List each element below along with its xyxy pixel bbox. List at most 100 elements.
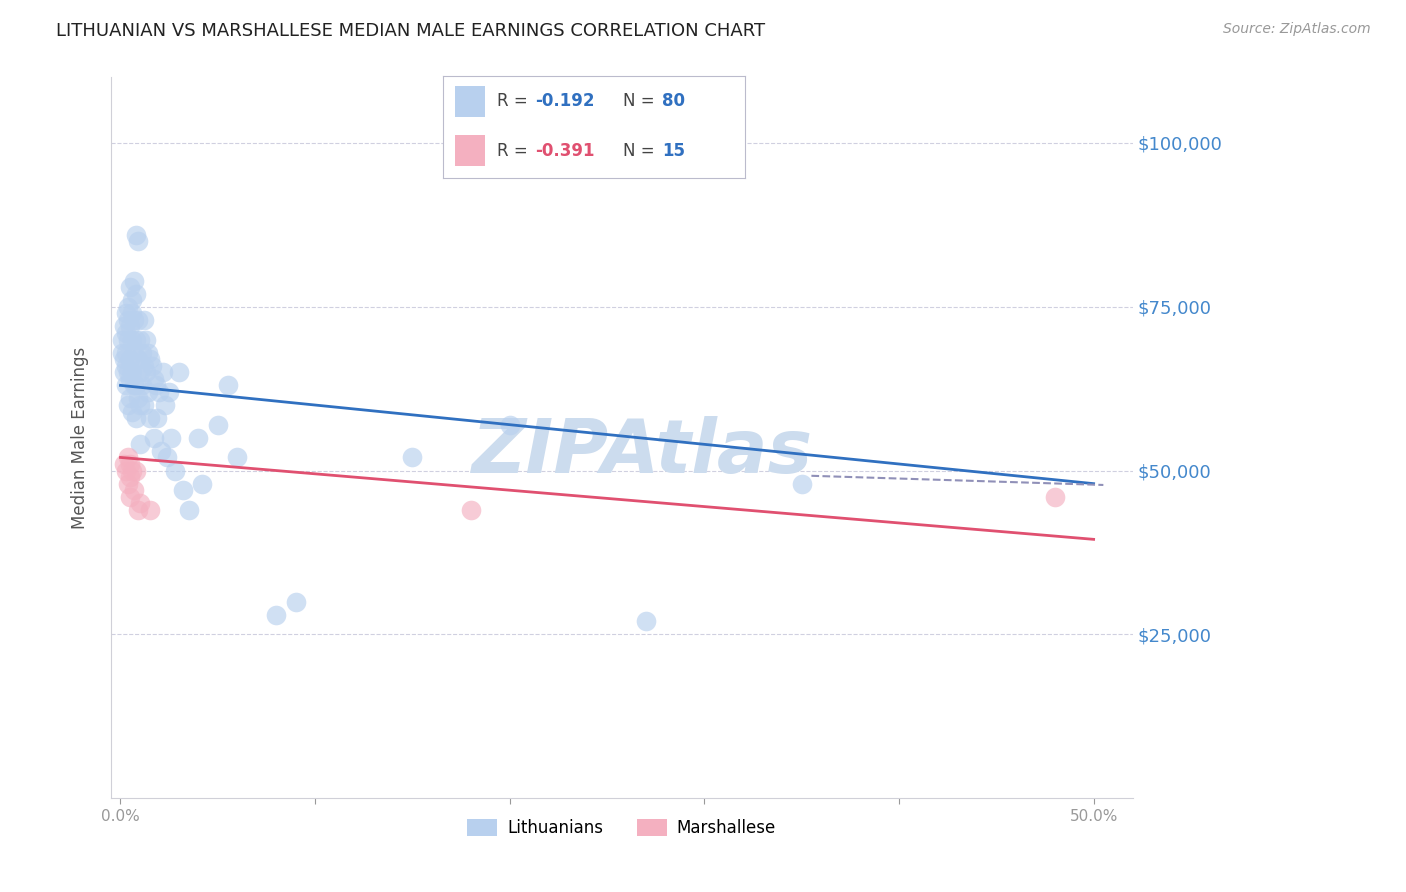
Point [284,594,307,608]
Point [155,398,177,412]
Point [136,345,159,359]
Point [129,398,152,412]
Point [125,464,148,478]
Point [121,464,143,478]
Text: -0.192: -0.192 [536,93,595,111]
Text: N =: N = [623,142,659,160]
Point [163,464,186,478]
Point [226,450,249,465]
Text: 15: 15 [662,142,685,160]
Point [141,359,163,373]
Point [150,443,173,458]
Point [160,431,183,445]
Point [634,614,657,628]
Point [790,476,813,491]
Point [142,431,165,445]
Point [127,503,149,517]
Point [131,345,153,359]
Point [122,483,145,498]
Point [460,503,482,517]
Point [127,392,149,406]
Legend: Lithuanians, Marshallese: Lithuanians, Marshallese [461,813,783,844]
Point [125,378,148,392]
Point [177,503,200,517]
Point [127,352,149,367]
Point [120,280,142,294]
Text: R =: R = [498,142,533,160]
Point [142,372,165,386]
Point [120,392,142,406]
Point [117,398,139,412]
Point [115,464,138,478]
Text: ZIPAtlas: ZIPAtlas [471,416,813,489]
Point [120,352,142,367]
Point [146,411,169,425]
Point [148,384,170,399]
Point [115,359,138,373]
Text: 80: 80 [662,93,685,111]
Text: Source: ZipAtlas.com: Source: ZipAtlas.com [1223,22,1371,37]
Point [120,470,142,484]
Text: R =: R = [498,93,533,111]
Y-axis label: Median Male Earnings: Median Male Earnings [72,347,89,529]
Point [136,384,159,399]
Point [127,234,149,248]
Point [121,365,143,379]
Point [121,306,143,320]
Point [129,437,152,451]
Point [120,490,142,504]
Point [117,313,139,327]
Point [132,359,155,373]
Point [112,319,135,334]
Point [121,404,143,418]
Point [131,378,153,392]
Point [120,372,142,386]
Point [122,345,145,359]
Point [122,378,145,392]
Point [499,417,522,432]
Point [120,319,142,334]
Point [207,417,229,432]
Point [138,352,160,367]
Point [157,384,180,399]
Point [401,450,423,465]
Point [120,457,142,471]
Text: LITHUANIAN VS MARSHALLESE MEDIAN MALE EARNINGS CORRELATION CHART: LITHUANIAN VS MARSHALLESE MEDIAN MALE EA… [56,22,765,40]
Point [117,476,139,491]
Point [135,333,157,347]
Point [117,300,139,314]
Point [145,378,167,392]
Bar [456,87,485,117]
Point [152,365,174,379]
Point [129,365,152,379]
Point [187,431,209,445]
Point [115,378,138,392]
Point [264,607,287,622]
Point [111,333,134,347]
Bar [456,136,485,166]
Point [122,313,145,327]
Point [132,398,155,412]
Point [138,503,160,517]
Point [172,483,194,498]
Point [129,496,152,510]
Point [125,333,148,347]
Point [138,411,160,425]
Point [121,333,143,347]
Point [127,313,149,327]
Point [115,326,138,340]
Point [117,365,139,379]
Point [121,293,143,308]
Point [111,345,134,359]
Point [191,476,214,491]
Point [125,411,148,425]
Point [112,352,135,367]
Point [122,274,145,288]
Point [117,333,139,347]
Point [1043,490,1066,504]
Point [125,227,148,242]
Point [112,365,135,379]
Text: N =: N = [623,93,659,111]
Point [117,450,139,465]
Point [167,365,190,379]
